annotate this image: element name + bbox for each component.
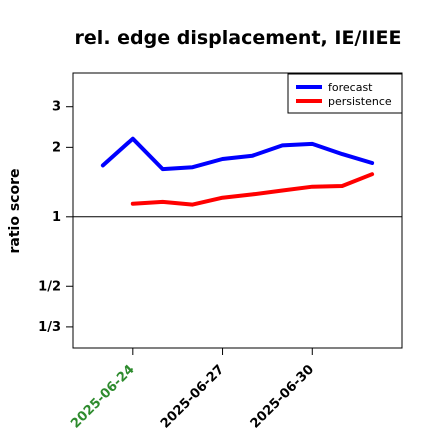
legend: forecast persistence: [287, 73, 403, 114]
x-tick-label: 2025-06-30: [248, 362, 317, 431]
legend-box: [287, 73, 403, 114]
y-axis-label: ratio score: [7, 169, 23, 254]
y-tick-label: 2: [52, 140, 61, 155]
x-tick-label: 2025-06-27: [158, 362, 227, 431]
plot-frame: [72, 72, 403, 349]
y-tick-label: 1: [52, 210, 61, 225]
legend-label-persistence: persistence: [328, 95, 392, 108]
y-tick-label: 1/2: [38, 279, 61, 294]
legend-label-forecast: forecast: [328, 81, 373, 94]
marks-layer: 1/3 1/2 1 2 3 2025-06-24 2025-06-27 2025-06-30: [38, 100, 402, 432]
y-tick-label: 3: [52, 100, 61, 115]
series-line-persistence: [130, 172, 375, 207]
y-tick-label: 1/3: [38, 320, 61, 335]
x-tick-label: 2025-06-24: [68, 362, 137, 431]
series-line-forecast: [100, 136, 375, 172]
chart-title: rel. edge displacement, IE/IIEE: [75, 27, 402, 49]
